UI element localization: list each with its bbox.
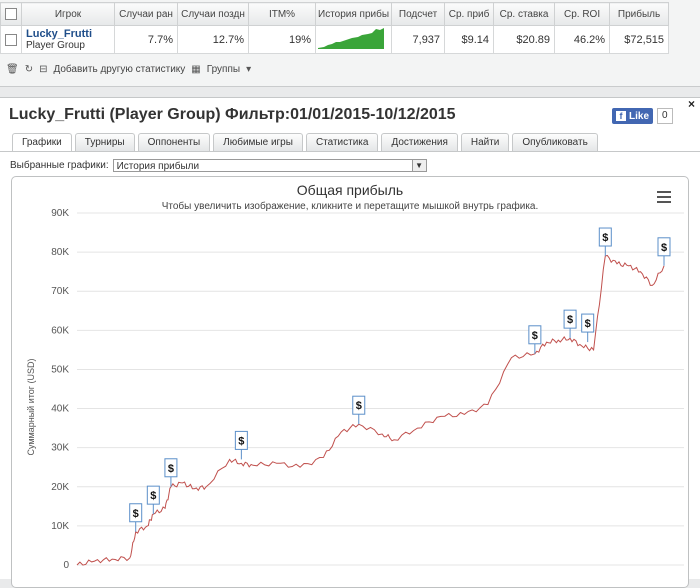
row-checkbox-cell[interactable]: [0, 25, 22, 54]
select-all-header[interactable]: [0, 2, 22, 26]
tab-publish[interactable]: Опубликовать: [512, 133, 598, 151]
header-itm[interactable]: ITM%: [248, 2, 316, 26]
stats-toolbar: 🗑 ↻ ⊟ Добавить другую статистику ▦ Групп…: [6, 61, 251, 77]
avg-stake-cell: $20.89: [493, 25, 556, 54]
header-player[interactable]: Игрок: [21, 2, 115, 26]
player-panel: × Lucky_Frutti (Player Group) Фильтр:01/…: [0, 97, 700, 588]
dollar-marker-icon[interactable]: $: [563, 309, 577, 339]
count-cell: 7,937: [391, 25, 446, 54]
facebook-like-button[interactable]: f Like: [612, 108, 654, 124]
svg-text:$: $: [356, 400, 362, 412]
tab-charts[interactable]: Графики: [12, 133, 72, 152]
chart-selector-row: Выбранные графики: История прибыли ▼: [10, 159, 427, 172]
trash-icon[interactable]: 🗑: [6, 63, 19, 75]
header-early[interactable]: Случаи ран: [114, 2, 178, 26]
stats-table: Игрок Случаи ран Случаи поздн ITM% Истор…: [0, 2, 670, 54]
header-avg-stake[interactable]: Ср. ставка: [493, 2, 556, 26]
dollar-marker-icon[interactable]: $: [352, 395, 366, 425]
svg-text:$: $: [661, 242, 667, 254]
player-group-label: Player Group: [26, 39, 85, 51]
chart-title: Общая прибыль: [297, 182, 403, 198]
tab-favorite-games[interactable]: Любимые игры: [213, 133, 303, 151]
y-tick-label: 10K: [51, 521, 69, 532]
stats-row[interactable]: Lucky_Frutti Player Group 7.7% 12.7% 19%…: [0, 25, 670, 54]
add-stats-link[interactable]: Добавить другую статистику: [53, 63, 186, 75]
facebook-like-widget: f Like 0: [612, 108, 673, 124]
chart-container[interactable]: Общая прибыль Чтобы увеличить изображени…: [11, 176, 689, 588]
stats-panel: Игрок Случаи ран Случаи поздн ITM% Истор…: [0, 0, 700, 87]
profit-chart[interactable]: Общая прибыль Чтобы увеличить изображени…: [12, 177, 688, 581]
tab-search[interactable]: Найти: [460, 133, 510, 151]
y-tick-label: 80K: [51, 247, 69, 258]
tab-divider: [0, 151, 700, 152]
header-history[interactable]: История прибы: [314, 2, 393, 26]
svg-text:$: $: [168, 463, 174, 475]
facebook-icon: f: [616, 111, 626, 121]
profit-sparkline: [318, 28, 384, 49]
refresh-icon[interactable]: ↻: [24, 63, 34, 75]
dollar-marker-icon[interactable]: $: [657, 237, 671, 266]
tab-achievements[interactable]: Достижения: [381, 133, 458, 151]
dollar-marker-icon[interactable]: $: [581, 313, 595, 343]
avg-roi-cell: 46.2%: [554, 25, 611, 54]
tab-statistics[interactable]: Статистика: [305, 133, 379, 151]
chart-selector-dropdown[interactable]: История прибыли ▼: [112, 159, 427, 172]
itm-cell: 19%: [248, 25, 316, 54]
page-title: Lucky_Frutti (Player Group) Фильтр:01/01…: [9, 106, 456, 123]
svg-text:$: $: [585, 318, 591, 330]
player-cell[interactable]: Lucky_Frutti Player Group: [21, 25, 115, 54]
tab-tournaments[interactable]: Турниры: [74, 133, 135, 151]
chart-subtitle: Чтобы увеличить изображение, кликните и …: [162, 200, 539, 212]
history-cell[interactable]: [314, 25, 393, 54]
groups-icon[interactable]: ▦: [191, 63, 201, 75]
tab-bar: Графики Турниры Оппоненты Любимые игры С…: [12, 133, 598, 152]
dollar-marker-icon[interactable]: $: [164, 458, 178, 487]
chevron-down-icon[interactable]: ▾: [246, 63, 252, 75]
svg-text:$: $: [133, 508, 139, 520]
y-tick-label: 40K: [51, 404, 69, 415]
profit-cell: $72,515: [609, 25, 670, 54]
dollar-marker-icon[interactable]: $: [598, 227, 612, 257]
select-all-checkbox[interactable]: [5, 8, 17, 20]
y-tick-label: 0: [63, 560, 69, 571]
header-avg-profit[interactable]: Ср. приб: [444, 2, 495, 26]
dollar-marker-icon[interactable]: $: [146, 485, 160, 515]
chevron-down-icon[interactable]: ▼: [411, 160, 426, 171]
row-checkbox[interactable]: [5, 33, 17, 46]
dollar-marker-icon[interactable]: $: [129, 503, 143, 532]
y-tick-label: 50K: [51, 364, 69, 375]
svg-text:$: $: [567, 314, 573, 326]
y-tick-label: 70K: [51, 286, 69, 297]
y-tick-label: 30K: [51, 443, 69, 454]
y-axis-label: Суммарный итог (USD): [26, 358, 36, 455]
player-name-link[interactable]: Lucky_Frutti: [26, 27, 93, 40]
avg-profit-cell: $9.14: [444, 25, 495, 54]
chart-selector-value: История прибыли: [116, 161, 200, 172]
menu-icon[interactable]: [657, 191, 671, 206]
y-tick-label: 20K: [51, 482, 69, 493]
header-late[interactable]: Случаи поздн: [177, 2, 249, 26]
dollar-marker-icon[interactable]: $: [234, 430, 248, 460]
svg-text:$: $: [602, 232, 608, 244]
facebook-like-label: Like: [629, 110, 650, 122]
dollar-marker-icon[interactable]: $: [528, 325, 542, 354]
svg-text:$: $: [150, 490, 156, 502]
facebook-like-count: 0: [657, 108, 673, 124]
svg-text:$: $: [238, 435, 244, 447]
header-count[interactable]: Подсчет: [391, 2, 446, 26]
stats-header-row: Игрок Случаи ран Случаи поздн ITM% Истор…: [0, 2, 670, 26]
groups-dropdown[interactable]: Группы: [206, 63, 241, 75]
header-avg-roi[interactable]: Ср. ROI: [554, 2, 611, 26]
chart-selector-label: Выбранные графики:: [10, 160, 109, 171]
tab-opponents[interactable]: Оппоненты: [137, 133, 211, 151]
late-cell: 12.7%: [177, 25, 249, 54]
y-tick-label: 60K: [51, 325, 69, 336]
early-cell: 7.7%: [114, 25, 178, 54]
columns-icon[interactable]: ⊟: [39, 63, 48, 75]
header-profit[interactable]: Прибыль: [609, 2, 670, 26]
close-icon[interactable]: ×: [688, 97, 696, 111]
y-tick-label: 90K: [51, 208, 69, 219]
svg-text:$: $: [532, 330, 538, 342]
profit-line: [76, 254, 665, 566]
